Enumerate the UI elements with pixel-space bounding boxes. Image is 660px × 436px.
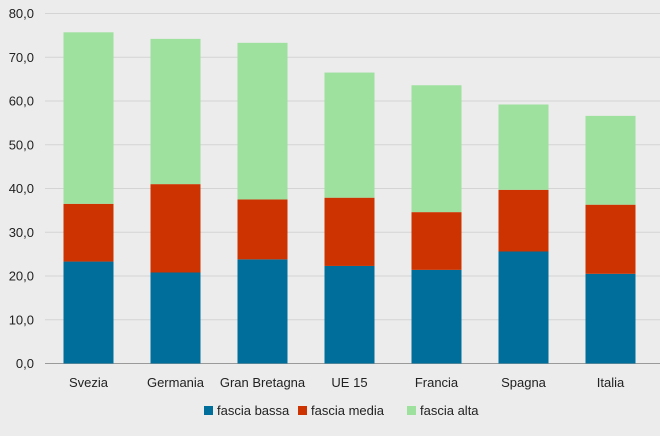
- bar-segment: [411, 212, 462, 270]
- x-tick-label: Svezia: [69, 375, 109, 390]
- x-tick-label: Germania: [147, 375, 205, 390]
- legend-swatch: [298, 406, 307, 415]
- bar-segment: [150, 184, 201, 273]
- bar-segment: [324, 265, 375, 364]
- bar-segment: [324, 72, 375, 198]
- bar-segment: [63, 261, 114, 364]
- x-tick-label: UE 15: [331, 375, 367, 390]
- bar-segment: [585, 204, 636, 274]
- bar-segment: [498, 189, 549, 252]
- bar-segment: [150, 38, 201, 185]
- y-tick-label: 30,0: [9, 225, 34, 240]
- y-tick-label: 80,0: [9, 6, 34, 21]
- bar-segment: [585, 273, 636, 364]
- legend-swatch: [407, 406, 416, 415]
- bar-segment: [237, 199, 288, 260]
- bar-segment: [150, 272, 201, 364]
- bar-segment: [411, 85, 462, 213]
- x-axis-ticks: Svezia Germania Gran Bretagna UE 15 Francia S…: [69, 375, 625, 390]
- legend-label: fascia bassa: [217, 403, 290, 418]
- bar-segment: [411, 269, 462, 364]
- bar-segment: [585, 115, 636, 205]
- x-tick-label: Francia: [415, 375, 459, 390]
- bar-segment: [63, 203, 114, 262]
- bar-segment: [237, 259, 288, 364]
- legend-label: fascia media: [311, 403, 385, 418]
- bar-segment: [324, 197, 375, 266]
- y-tick-label: 60,0: [9, 94, 34, 109]
- y-tick-label: 0,0: [16, 356, 34, 371]
- bars: [63, 32, 636, 364]
- legend-label: fascia alta: [420, 403, 479, 418]
- bar-segment: [498, 104, 549, 190]
- y-tick-label: 40,0: [9, 181, 34, 196]
- y-tick-label: 10,0: [9, 312, 34, 327]
- legend-swatch: [204, 406, 213, 415]
- x-tick-label: Italia: [597, 375, 625, 390]
- bar-segment: [63, 32, 114, 204]
- x-tick-label: Gran Bretagna: [220, 375, 306, 390]
- legend: fascia bassa fascia media fascia alta: [204, 403, 479, 418]
- x-tick-label: Spagna: [501, 375, 547, 390]
- bar-segment: [237, 42, 288, 200]
- bar-segment: [498, 251, 549, 364]
- y-tick-label: 20,0: [9, 269, 34, 284]
- y-axis-ticks: 0,0 10,0 20,0 30,0 40,0 50,0 60,0 70,0 80,0: [9, 6, 34, 371]
- y-tick-label: 50,0: [9, 137, 34, 152]
- y-tick-label: 70,0: [9, 50, 34, 65]
